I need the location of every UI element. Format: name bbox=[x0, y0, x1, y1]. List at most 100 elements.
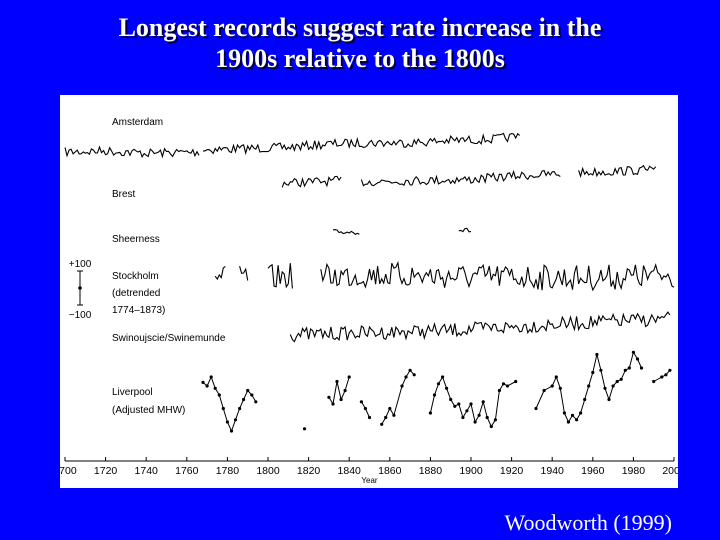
slide-title-line-2: 1900s relative to the 1800s bbox=[215, 44, 505, 73]
data-point bbox=[668, 368, 672, 372]
data-point bbox=[501, 382, 506, 386]
data-point bbox=[631, 350, 636, 354]
sea-level-records-chart: Amsterdam Brest Sheerness Stockholm (detrend… bbox=[60, 117, 678, 485]
data-point bbox=[327, 395, 331, 399]
data-point bbox=[542, 388, 546, 393]
data-point bbox=[595, 352, 599, 357]
x-tick-label: 1740 bbox=[135, 465, 159, 477]
series-label-line-2: (Adjusted MHW) bbox=[112, 405, 185, 416]
data-point bbox=[250, 393, 254, 397]
x-tick-label: 1820 bbox=[297, 465, 321, 477]
data-point bbox=[408, 368, 412, 372]
data-point bbox=[359, 400, 363, 404]
data-point bbox=[599, 368, 603, 372]
data-point bbox=[380, 422, 384, 426]
series-line-segment bbox=[239, 266, 249, 281]
data-point bbox=[213, 386, 217, 390]
series-line-segment bbox=[360, 169, 561, 187]
data-point bbox=[603, 386, 607, 390]
data-point bbox=[635, 357, 640, 361]
x-tick-label: 1800 bbox=[256, 465, 280, 477]
data-point bbox=[404, 375, 408, 379]
series-line-segment bbox=[267, 263, 293, 289]
data-point bbox=[367, 415, 372, 420]
data-point bbox=[575, 418, 579, 422]
data-point bbox=[331, 402, 335, 406]
data-point bbox=[587, 384, 591, 388]
data-point bbox=[225, 420, 229, 424]
data-point bbox=[465, 409, 469, 413]
series-label-line-1: Liverpool bbox=[112, 387, 153, 398]
data-point bbox=[441, 375, 445, 379]
data-point bbox=[469, 402, 473, 406]
x-tick-label: 1720 bbox=[94, 465, 118, 477]
data-point bbox=[579, 411, 583, 415]
data-point bbox=[201, 380, 205, 384]
x-tick-label: 1860 bbox=[378, 465, 402, 477]
data-point bbox=[473, 420, 477, 424]
data-point bbox=[583, 397, 587, 402]
scale-bar-bottom-label: −100 bbox=[69, 310, 92, 321]
x-tick-label: 1980 bbox=[622, 465, 646, 477]
series-line-segment bbox=[281, 175, 342, 188]
data-point bbox=[505, 384, 510, 388]
data-point bbox=[570, 413, 575, 417]
slide-title: Longest records suggest rate increase in… bbox=[0, 12, 720, 74]
data-point bbox=[493, 418, 497, 422]
data-point bbox=[615, 379, 619, 384]
data-point bbox=[436, 382, 441, 386]
scale-bar-center bbox=[78, 286, 82, 290]
data-point bbox=[627, 366, 631, 370]
data-point bbox=[481, 400, 485, 404]
series-line-segment bbox=[320, 260, 675, 292]
series-line-segment bbox=[203, 132, 521, 156]
data-point bbox=[477, 413, 481, 417]
data-point bbox=[347, 375, 351, 379]
data-point bbox=[339, 397, 343, 402]
x-tick-label: 1780 bbox=[216, 465, 240, 477]
series-line-segment bbox=[289, 311, 671, 343]
data-point bbox=[489, 424, 493, 429]
data-point bbox=[619, 377, 623, 381]
series-label-line-2: (detrended bbox=[112, 288, 160, 299]
data-point bbox=[558, 386, 562, 390]
data-point bbox=[550, 384, 554, 388]
data-point bbox=[652, 379, 656, 384]
data-point bbox=[449, 397, 453, 402]
data-point bbox=[611, 384, 615, 388]
data-point bbox=[229, 429, 234, 433]
data-point bbox=[660, 375, 664, 379]
data-point bbox=[432, 393, 437, 397]
data-point bbox=[534, 406, 538, 411]
data-point bbox=[217, 393, 221, 397]
data-point bbox=[445, 386, 449, 390]
data-point bbox=[302, 427, 307, 431]
data-point bbox=[254, 400, 258, 404]
x-tick-label: 1700 bbox=[60, 465, 77, 477]
data-point bbox=[591, 370, 595, 375]
x-tick-label: 2000 bbox=[662, 465, 678, 477]
source-credit: Woodworth (1999) bbox=[504, 510, 672, 535]
series-label-line-1: Stockholm bbox=[112, 271, 159, 282]
data-point bbox=[221, 406, 225, 411]
data-point bbox=[461, 415, 465, 420]
data-point bbox=[335, 379, 339, 384]
data-point bbox=[607, 397, 611, 402]
data-point bbox=[497, 388, 501, 393]
data-point bbox=[233, 418, 238, 422]
data-point bbox=[205, 384, 209, 388]
data-point bbox=[554, 375, 558, 379]
x-tick-label: 1760 bbox=[175, 465, 199, 477]
series-line-segment bbox=[214, 265, 226, 281]
series-label: Brest bbox=[112, 189, 136, 200]
data-point bbox=[238, 406, 242, 411]
x-tick-label: 1960 bbox=[581, 465, 605, 477]
slide-title-line-1: Longest records suggest rate increase in… bbox=[118, 13, 602, 42]
data-point bbox=[246, 388, 250, 393]
series-line-segment bbox=[578, 164, 657, 179]
x-tick-label: 1900 bbox=[459, 465, 483, 477]
x-tick-label: 1840 bbox=[338, 465, 362, 477]
series-line-liverpool bbox=[202, 351, 671, 433]
data-point bbox=[664, 373, 668, 377]
data-point bbox=[428, 411, 432, 415]
